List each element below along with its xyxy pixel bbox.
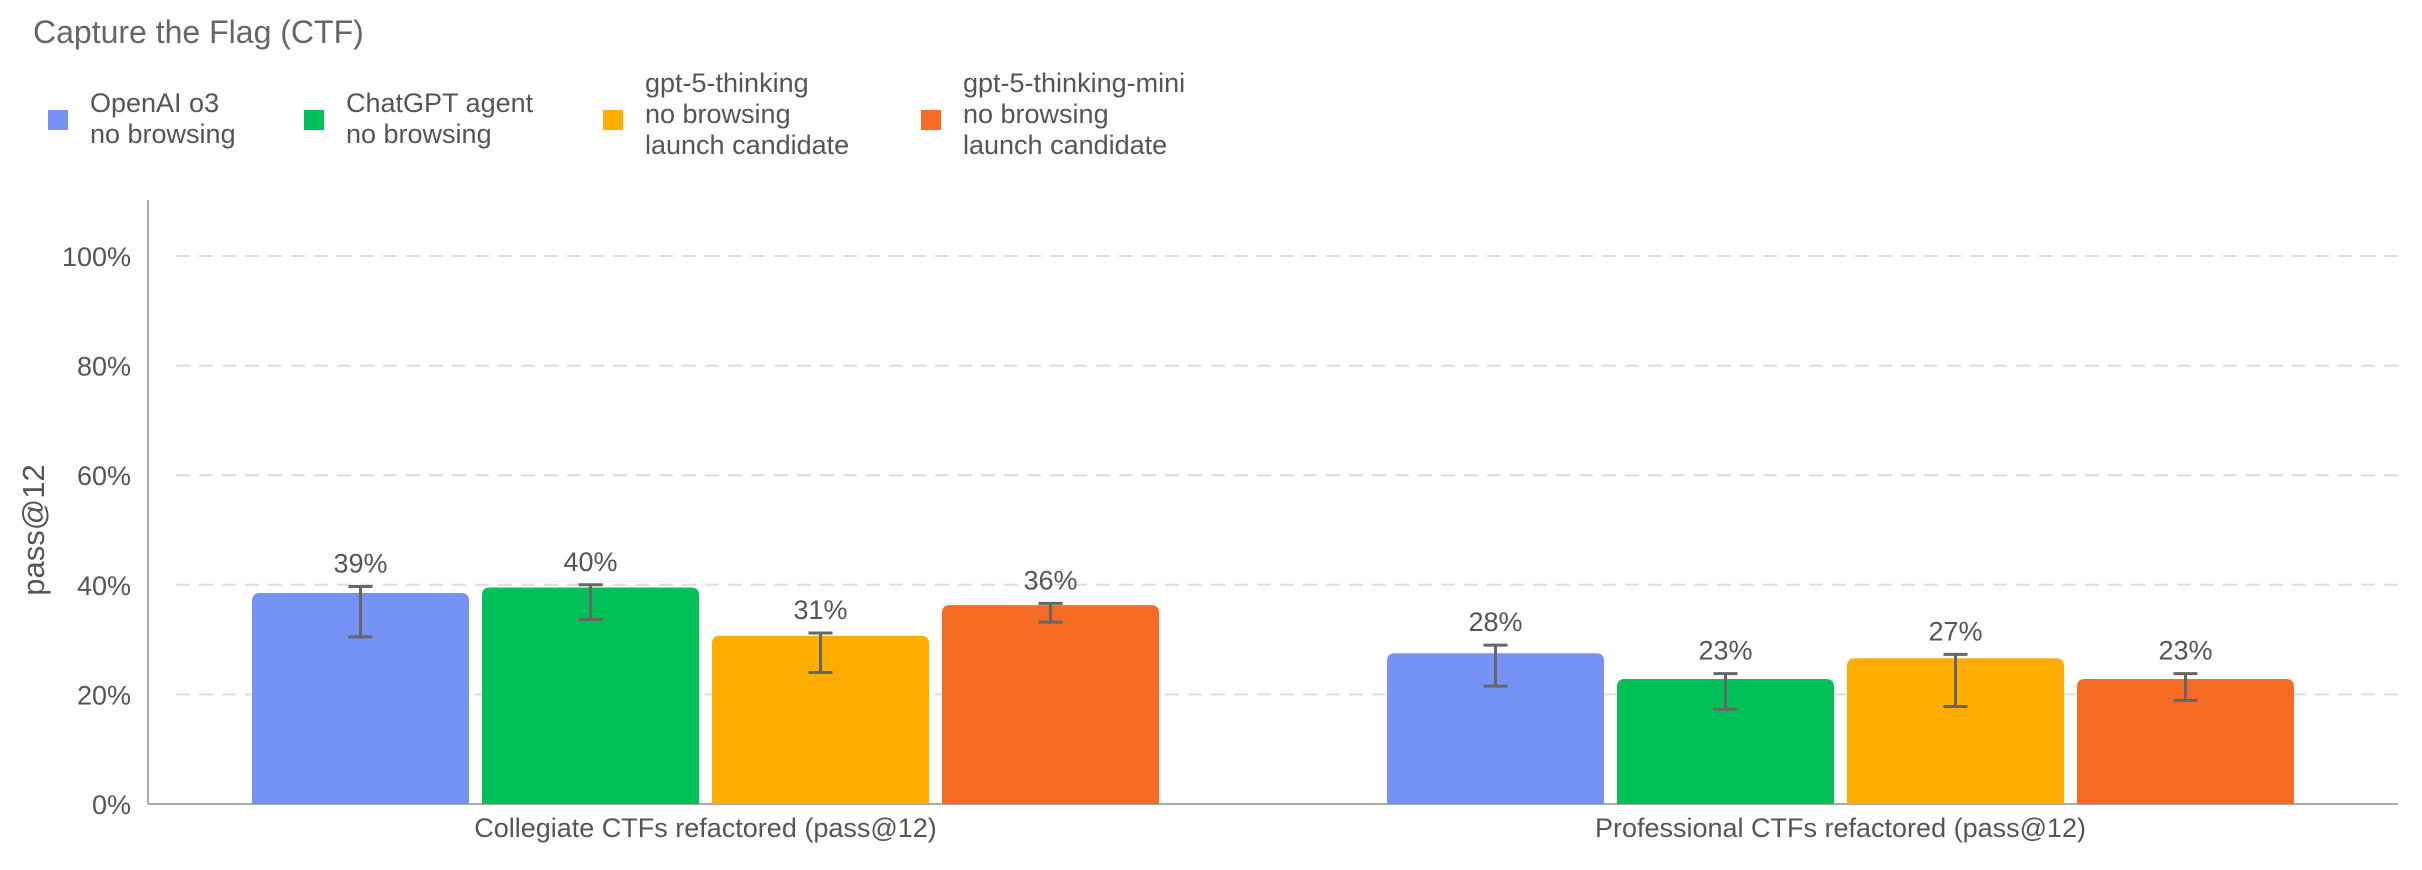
data-label: 40% bbox=[563, 547, 617, 577]
legend-swatch bbox=[603, 110, 623, 130]
y-tick-label: 40% bbox=[77, 571, 131, 601]
legend-swatch bbox=[48, 110, 68, 130]
legend-swatch bbox=[921, 110, 941, 130]
data-label: 28% bbox=[1468, 607, 1522, 637]
y-tick-label: 0% bbox=[92, 790, 131, 820]
y-tick-label: 60% bbox=[77, 461, 131, 491]
legend-swatch bbox=[304, 110, 324, 130]
legend-label: OpenAI o3 no browsing bbox=[90, 88, 236, 149]
y-tick-label: 100% bbox=[62, 242, 131, 272]
legend-label: ChatGPT agent no browsing bbox=[346, 88, 534, 149]
data-label: 36% bbox=[1023, 565, 1077, 595]
bar bbox=[1617, 679, 1834, 804]
bar bbox=[1387, 653, 1604, 804]
bar bbox=[942, 605, 1159, 804]
x-category-label: Collegiate CTFs refactored (pass@12) bbox=[474, 813, 937, 843]
bar bbox=[2077, 679, 2294, 804]
x-category-label: Professional CTFs refactored (pass@12) bbox=[1595, 813, 2086, 843]
data-label: 39% bbox=[333, 548, 387, 578]
y-axis-label: pass@12 bbox=[16, 464, 51, 595]
y-tick-label: 20% bbox=[77, 680, 131, 710]
chart-title: Capture the Flag (CTF) bbox=[33, 14, 364, 50]
data-label: 23% bbox=[1698, 636, 1752, 666]
y-tick-label: 80% bbox=[77, 352, 131, 382]
data-label: 23% bbox=[2158, 636, 2212, 666]
bar bbox=[252, 593, 469, 804]
bar bbox=[1847, 658, 2064, 804]
data-label: 27% bbox=[1928, 616, 1982, 646]
bar bbox=[712, 635, 929, 804]
bar bbox=[482, 587, 699, 804]
data-label: 31% bbox=[793, 595, 847, 625]
legend-label: gpt-5-thinking-mini no browsing launch c… bbox=[963, 68, 1186, 160]
legend-label: gpt-5-thinking no browsing launch candid… bbox=[645, 68, 850, 160]
